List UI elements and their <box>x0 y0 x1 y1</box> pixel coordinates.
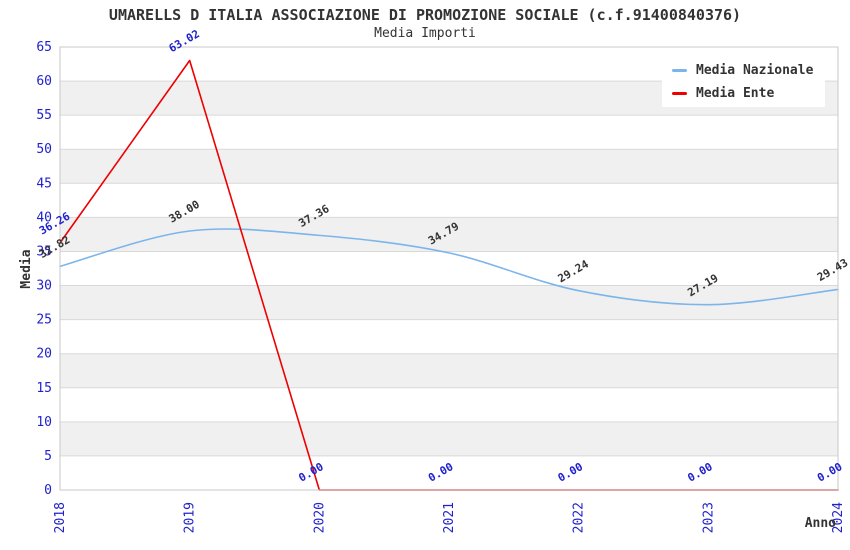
data-label: 63.02 <box>167 27 202 55</box>
y-axis-tick-label: 45 <box>36 176 52 191</box>
y-axis-tick-label: 35 <box>36 244 52 259</box>
x-axis-tick-label: 2019 <box>183 502 198 533</box>
plot-band <box>60 285 838 320</box>
y-axis-tick-label: 50 <box>36 142 52 157</box>
x-axis-tick-label: 2023 <box>701 502 716 533</box>
chart-subtitle: Media Importi <box>374 26 476 41</box>
legend-label-nazionale: Media Nazionale <box>696 63 814 78</box>
chart-title: UMARELLS D ITALIA ASSOCIAZIONE DI PROMOZ… <box>108 6 742 24</box>
data-label: 29.24 <box>556 257 592 285</box>
data-label: 0.00 <box>556 460 585 485</box>
data-label: 29.43 <box>815 256 850 284</box>
plot-band <box>60 353 838 388</box>
y-axis-tick-label: 30 <box>36 279 52 294</box>
y-axis-tick-label: 60 <box>36 74 52 89</box>
plot-band <box>60 149 838 184</box>
x-axis-tick-label: 2020 <box>312 502 327 533</box>
data-label: 0.00 <box>426 460 455 485</box>
plot-band <box>60 217 838 252</box>
y-axis-tick-label: 15 <box>36 381 52 396</box>
y-axis-tick-label: 25 <box>36 313 52 328</box>
legend-item-media-nazionale[interactable]: Media Nazionale <box>672 63 813 78</box>
data-label: 0.00 <box>815 460 844 485</box>
y-axis-tick-label: 65 <box>36 40 52 55</box>
legend: Media Nazionale Media Ente <box>662 57 826 107</box>
y-axis-tick-label: 5 <box>44 449 52 464</box>
data-label: 0.00 <box>296 460 325 485</box>
legend-item-media-ente[interactable]: Media Ente <box>672 86 813 101</box>
legend-label-ente: Media Ente <box>696 86 775 101</box>
x-axis-tick-label: 2021 <box>442 502 457 533</box>
data-label: 0.00 <box>685 460 714 485</box>
y-axis-tick-label: 55 <box>36 108 52 123</box>
x-axis-tick-label: 2022 <box>572 502 587 533</box>
series-line-media-nazionale <box>59 228 839 306</box>
y-axis-tick-label: 10 <box>36 415 52 430</box>
x-axis-title: Anno <box>805 516 836 531</box>
y-axis-tick-label: 20 <box>36 347 52 362</box>
x-axis-tick-label: 2024 <box>831 502 846 533</box>
plot-border <box>59 46 839 491</box>
legend-marker-nazionale-icon <box>672 69 687 72</box>
x-axis-tick-label: 2018 <box>53 502 68 533</box>
y-axis-title: Media <box>19 249 34 288</box>
y-axis-tick-label: 0 <box>44 483 52 498</box>
y-axis-tick-label: 40 <box>36 210 52 225</box>
legend-marker-ente-icon <box>672 92 687 95</box>
plot-band <box>60 421 838 456</box>
